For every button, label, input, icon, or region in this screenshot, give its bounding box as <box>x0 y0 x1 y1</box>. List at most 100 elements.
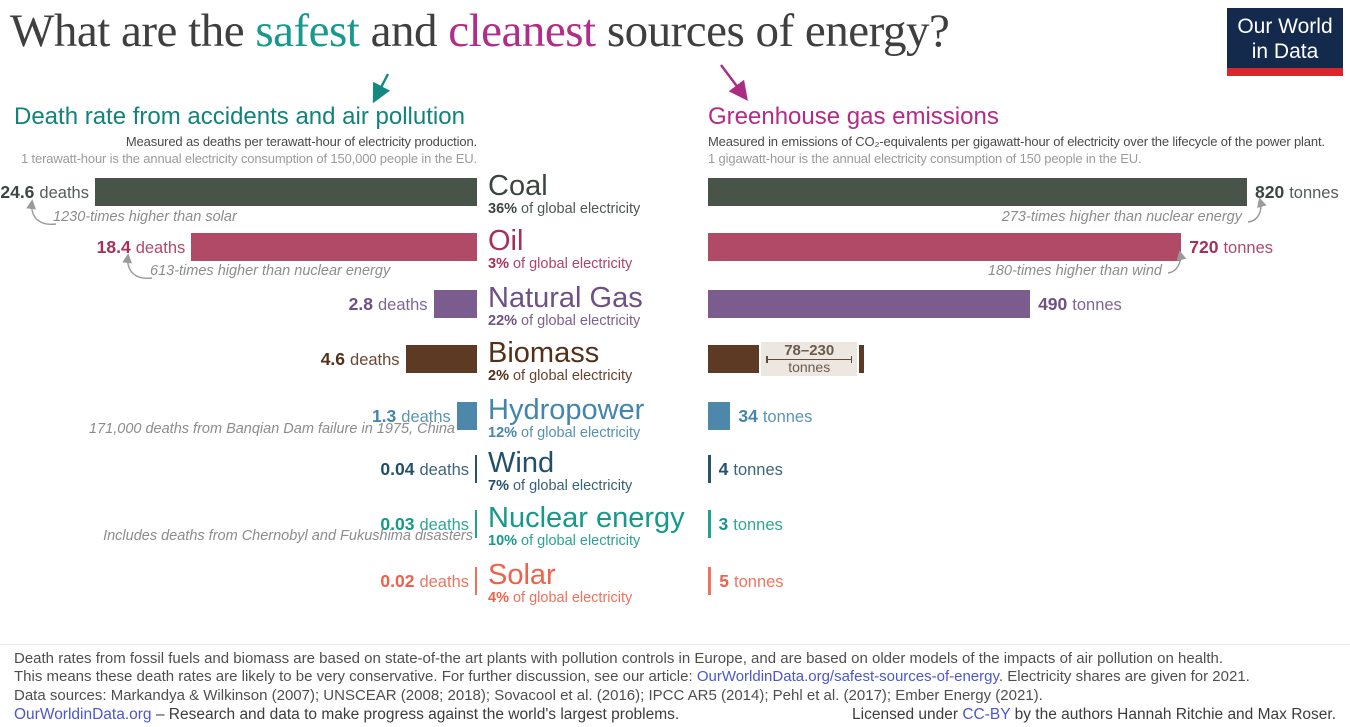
emissions-value: 3 tonnes <box>718 514 783 534</box>
row-hydropower: 1.3 deaths Hydropower 12% of global electr… <box>0 394 1350 441</box>
electricity-share-label: 3% of global electricity <box>488 256 633 272</box>
footer-text: by the authors Hannah Ritchie and Max Ro… <box>1010 706 1336 723</box>
death-rate-bar <box>405 345 477 373</box>
emissions-bar <box>708 233 1182 261</box>
row-wind: 0.04 deaths Wind 7% of global electricity … <box>0 447 1350 494</box>
death-rate-value: 24.6 deaths <box>0 182 89 202</box>
emissions-bar <box>708 510 711 538</box>
electricity-share-label: 4% of global electricity <box>488 590 633 606</box>
energy-source-label: Natural Gas <box>488 282 643 314</box>
death-rate-value: 2.8 deaths <box>348 294 428 314</box>
row-solar: 0.02 deaths Solar 4% of global electricity… <box>0 559 1350 606</box>
emissions-bar <box>708 178 1247 206</box>
coal-emissions-annotation: 273-times higher than nuclear energy <box>1001 209 1242 225</box>
left-panel-subtitle: Measured as deaths per terawatt-hour of … <box>125 134 477 149</box>
death-rate-value: 1.3 deaths <box>371 406 451 426</box>
footer-text: . Electricity shares are given for 2021. <box>998 668 1250 685</box>
emissions-bar <box>708 402 731 430</box>
death-rate-bar <box>433 290 477 318</box>
footer-text: This means these death rates are likely … <box>14 668 697 685</box>
cleanest-arrow-icon <box>720 64 748 101</box>
article-link[interactable]: OurWorldinData.org/safest-sources-of-ene… <box>696 668 999 685</box>
footer-note-line1: Death rates from fossil fuels and biomas… <box>14 650 1224 667</box>
death-rate-bar <box>94 178 477 206</box>
energy-source-label: Hydropower <box>488 394 645 426</box>
electricity-share-label: 22% of global electricity <box>488 313 641 329</box>
emissions-bar <box>708 455 711 483</box>
hydropower-annotation: 171,000 deaths from Banqian Dam failure … <box>89 421 455 437</box>
row-oil: 18.4 deaths Oil 3% of global electricity 7… <box>0 225 1350 272</box>
electricity-share-label: 36% of global electricity <box>488 201 641 217</box>
row-coal: 24.6 deaths Coal 36% of global electricity… <box>0 170 1350 217</box>
death-rate-bar <box>475 510 477 538</box>
safest-arrow-icon <box>372 73 391 104</box>
energy-source-label: Wind <box>488 447 555 479</box>
emissions-bar <box>708 290 1031 318</box>
emissions-value: 720 tonnes <box>1189 237 1273 257</box>
left-panel-note: 1 terawatt-hour is the annual electricit… <box>21 151 477 166</box>
death-rate-bar <box>475 455 477 483</box>
electricity-share-label: 2% of global electricity <box>488 368 633 384</box>
energy-source-label: Coal <box>488 170 548 202</box>
title-word-cleanest: cleanest <box>448 5 596 57</box>
annotation-arrow-icon <box>1247 197 1267 223</box>
ccby-link[interactable]: CC-BY <box>962 706 1011 723</box>
annotation-arrow-icon <box>26 199 57 225</box>
title-text: and <box>359 5 449 57</box>
right-panel-subtitle: Measured in emissions of CO₂-equivalents… <box>708 134 1325 149</box>
electricity-share-label: 12% of global electricity <box>488 425 641 441</box>
death-rate-bar <box>475 567 477 595</box>
energy-source-label: Oil <box>488 225 524 257</box>
death-rate-value: 0.03 deaths <box>380 514 469 534</box>
death-rate-bar <box>191 233 477 261</box>
nuclear-annotation: Includes deaths from Chernobyl and Fukus… <box>103 528 473 544</box>
emissions-value: 490 tonnes <box>1038 294 1122 314</box>
footer-note-line2: This means these death rates are likely … <box>14 668 1250 685</box>
emissions-bar <box>708 567 712 595</box>
emissions-range-box: 78–230 tonnes <box>761 342 858 376</box>
footer-divider <box>0 644 1350 645</box>
emissions-range-value: 78–230 <box>784 342 835 359</box>
death-rate-value: 0.02 deaths <box>380 571 469 591</box>
emissions-bar-low <box>708 345 760 373</box>
death-rate-value: 18.4 deaths <box>96 237 186 257</box>
owid-logo-line2: in Data <box>1251 40 1319 63</box>
title-text: sources of energy? <box>595 5 950 57</box>
emissions-range-line <box>766 356 853 363</box>
emissions-value: 820 tonnes <box>1254 182 1339 202</box>
emissions-bar-high <box>859 345 865 373</box>
oil-death-annotation: 613-times higher than nuclear energy <box>150 263 391 279</box>
page-title: What are the safest and cleanest sources… <box>10 4 950 58</box>
right-panel-heading: Greenhouse gas emissions <box>708 103 999 130</box>
row-biomass: 4.6 deaths Biomass 2% of global electricit… <box>0 337 1350 384</box>
left-panel-heading: Death rate from accidents and air pollut… <box>14 103 465 130</box>
owid-link[interactable]: OurWorldinData.org <box>14 706 152 723</box>
electricity-share-label: 10% of global electricity <box>488 533 641 549</box>
emissions-value: 5 tonnes <box>719 571 784 591</box>
row-natural-gas: 2.8 deaths Natural Gas 22% of global elect… <box>0 282 1350 329</box>
energy-source-label: Biomass <box>488 337 600 369</box>
owid-logo[interactable]: Our World in Data <box>1227 8 1343 76</box>
death-rate-value: 4.6 deaths <box>320 349 400 369</box>
emissions-value: 34 tonnes <box>738 406 813 426</box>
owid-logo-line1: Our World <box>1237 15 1333 38</box>
footer-text: – Research and data to make progress aga… <box>151 706 680 723</box>
emissions-value: 4 tonnes <box>718 459 783 479</box>
coal-death-annotation: 1230-times higher than solar <box>53 209 237 225</box>
energy-source-label: Solar <box>488 559 556 591</box>
footer-data-sources: Data sources: Markandya & Wilkinson (200… <box>14 687 1043 704</box>
death-rate-bar <box>456 402 477 430</box>
owid-logo-stripe <box>1227 68 1343 76</box>
footer-owid-line: OurWorldinData.org – Research and data t… <box>14 706 679 724</box>
energy-source-label: Nuclear energy <box>488 502 685 534</box>
right-panel-note: 1 gigawatt-hour is the annual electricit… <box>708 151 1142 166</box>
oil-emissions-annotation: 180-times higher than wind <box>987 263 1162 279</box>
death-rate-value: 0.04 deaths <box>380 459 469 479</box>
footer-license-line: Licensed under CC-BY by the authors Hann… <box>852 706 1336 724</box>
title-text: What are the <box>10 5 256 57</box>
emissions-range-unit: tonnes <box>788 359 831 375</box>
electricity-share-label: 7% of global electricity <box>488 478 633 494</box>
row-nuclear: 0.03 deaths Nuclear energy 10% of global e… <box>0 502 1350 549</box>
footer-text: Licensed under <box>852 706 963 723</box>
